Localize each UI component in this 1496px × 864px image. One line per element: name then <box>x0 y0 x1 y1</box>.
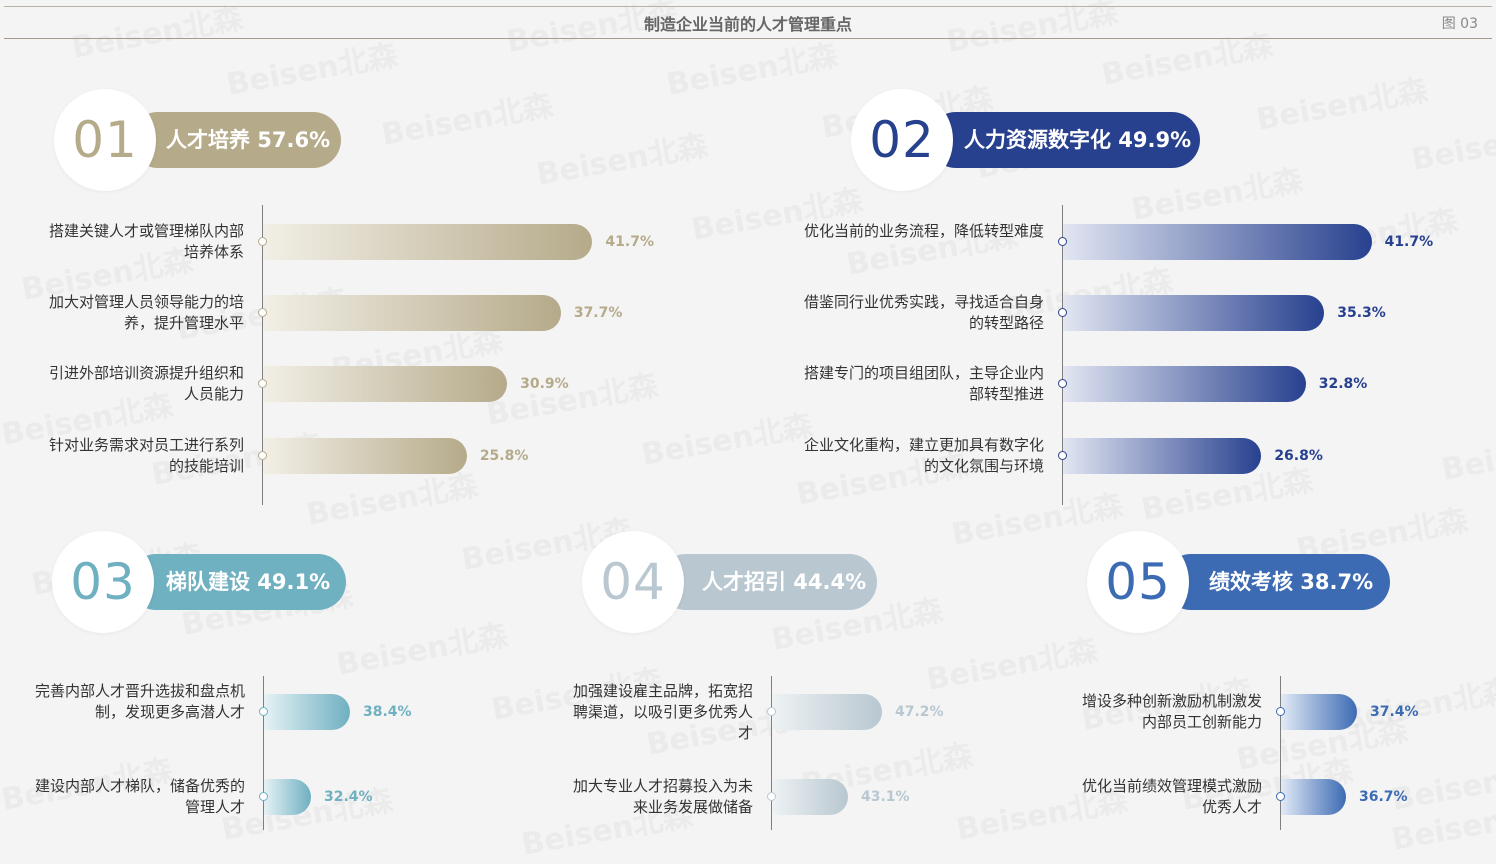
section-number-circle: 04 <box>582 531 684 633</box>
chart-bar <box>263 224 593 260</box>
watermark-text: Beisen北森 <box>1408 113 1496 178</box>
bar-marker-dot <box>259 707 268 716</box>
bar-category-label: 增设多种创新激励机制激发内部员工创新能力 <box>1081 692 1262 731</box>
section-number: 02 <box>869 111 935 169</box>
watermark-text: Beisen北森 <box>333 618 511 683</box>
bar-category-label: 搭建关键人才或管理梯队内部培养体系 <box>48 222 244 261</box>
bar-marker-dot <box>1058 237 1067 246</box>
chart-bar <box>772 779 848 815</box>
header-top-rule <box>4 6 1492 7</box>
section-title-badge: 绩效考核 38.7% <box>1163 554 1390 610</box>
chart-bar <box>1063 295 1325 331</box>
bar-category-label: 搭建专门的项目组团队，主导企业内部转型推进 <box>803 364 1044 403</box>
page-title: 制造企业当前的人才管理重点 <box>643 15 852 34</box>
chart-axis-line <box>771 676 772 830</box>
bar-marker-dot <box>767 792 776 801</box>
bar-marker-dot <box>1058 451 1067 460</box>
bar-value-label: 37.7% <box>573 305 623 321</box>
watermark-text: Beisen北森 <box>378 88 556 153</box>
section-title-badge: 梯队建设 49.1% <box>128 554 346 610</box>
watermark-text: Beisen北森 <box>638 408 816 473</box>
chart-axis-line <box>262 205 263 505</box>
bar-category-label: 企业文化重构，建立更加具有数字化的文化氛围与环境 <box>803 436 1044 475</box>
bar-value-label: 25.8% <box>479 448 529 464</box>
bar-marker-dot <box>258 308 267 317</box>
bar-value-label: 32.4% <box>324 789 373 805</box>
chart-axis-line <box>1062 205 1063 505</box>
bar-marker-dot <box>258 237 267 246</box>
section-number-circle: 01 <box>54 89 156 191</box>
bar-category-label: 完善内部人才晋升选拔和盘点机制，发现更多高潜人才 <box>35 681 246 721</box>
bar-category-label: 加大专业人才招募投入为未来业务发展做储备 <box>572 777 753 816</box>
watermark-text: Beisen北森 <box>533 128 711 193</box>
chart-bar <box>264 694 350 730</box>
chart-bar <box>1281 779 1346 815</box>
watermark-text: Beisen北森 <box>1438 423 1496 488</box>
bar-category-label: 优化当前的业务流程，降低转型难度 <box>803 222 1044 240</box>
chart-bar <box>772 694 882 730</box>
section-number-circle: 05 <box>1087 531 1189 633</box>
section-number: 03 <box>70 553 136 611</box>
bar-marker-dot <box>1058 379 1067 388</box>
watermark-text: Beisen北森 <box>1253 73 1431 138</box>
section-number-circle: 02 <box>851 89 953 191</box>
bar-category-label: 优化当前绩效管理模式激励优秀人才 <box>1081 777 1262 816</box>
bar-marker-dot <box>1058 308 1067 317</box>
section-number: 04 <box>600 553 666 611</box>
bar-category-label: 引进外部培训资源提升组织和人员能力 <box>48 364 244 403</box>
watermark-text: Beisen北森 <box>223 38 401 103</box>
header-bottom-rule <box>4 38 1492 39</box>
bar-value-label: 35.3% <box>1337 305 1386 321</box>
figure-label: 图 03 <box>1441 16 1478 32</box>
chart-bar <box>1281 694 1357 730</box>
bar-marker-dot <box>767 707 776 716</box>
chart-bar <box>263 366 508 402</box>
bar-marker-dot <box>259 792 268 801</box>
chart-bar <box>263 295 561 331</box>
bar-value-label: 41.7% <box>605 234 654 250</box>
bar-value-label: 26.8% <box>1274 448 1323 464</box>
chart-axis-line <box>263 676 264 830</box>
bar-category-label: 针对业务需求对员工进行系列的技能培训 <box>48 436 244 475</box>
section-title: 绩效考核 38.7% <box>1209 570 1374 594</box>
chart-bar <box>1063 438 1262 474</box>
section-number: 01 <box>72 111 138 169</box>
bar-marker-dot <box>258 451 267 460</box>
chart-bar <box>1063 224 1372 260</box>
bar-value-label: 47.2% <box>895 704 944 720</box>
section-number-circle: 03 <box>52 531 154 633</box>
bar-value-label: 30.9% <box>520 376 569 392</box>
bar-marker-dot <box>258 379 267 388</box>
chart-bar <box>264 779 311 815</box>
bar-marker-dot <box>1276 792 1285 801</box>
section-title-badge: 人才招引 44.4% <box>658 554 877 610</box>
bar-value-label: 37.4% <box>1370 704 1419 720</box>
chart-axis-line <box>1280 676 1281 830</box>
section-title-badge: 人才培养 57.6% <box>130 112 341 168</box>
section-number: 05 <box>1105 553 1171 611</box>
watermark-text: Beisen北森 <box>663 38 841 103</box>
section-title: 人才培养 57.6% <box>166 128 331 152</box>
bar-value-label: 43.1% <box>861 789 910 805</box>
chart-bar <box>263 438 467 474</box>
section-title: 人才招引 44.4% <box>702 570 867 594</box>
bar-value-label: 36.7% <box>1359 789 1408 805</box>
bar-category-label: 建设内部人才梯队，储备优秀的管理人才 <box>35 777 246 816</box>
section-title: 梯队建设 49.1% <box>166 570 331 594</box>
bar-value-label: 38.4% <box>363 704 412 720</box>
bar-value-label: 32.8% <box>1318 376 1368 392</box>
watermark-text: Beisen北森 <box>923 633 1101 698</box>
bar-marker-dot <box>1276 707 1285 716</box>
bar-category-label: 借鉴同行业优秀实践，寻找适合自身的转型路径 <box>803 293 1044 332</box>
bar-category-label: 加强建设雇主品牌，拓宽招聘渠道，以吸引更多优秀人才 <box>572 681 753 742</box>
bar-category-label: 加大对管理人员领导能力的培养，提升管理水平 <box>48 293 244 332</box>
section-title-badge: 人力资源数字化 49.9% <box>928 112 1200 168</box>
watermark-text: Beisen北森 <box>483 368 661 433</box>
section-title: 人力资源数字化 49.9% <box>964 128 1192 152</box>
bar-value-label: 41.7% <box>1384 234 1434 250</box>
chart-bar <box>1063 366 1306 402</box>
